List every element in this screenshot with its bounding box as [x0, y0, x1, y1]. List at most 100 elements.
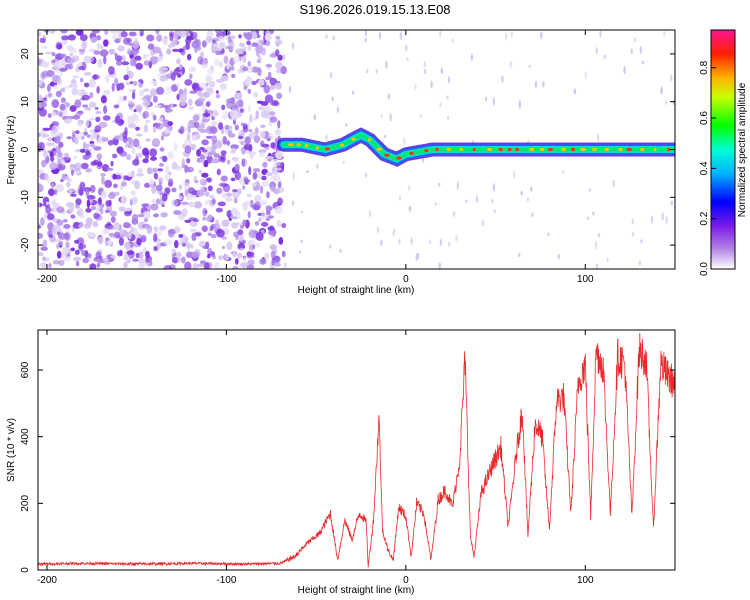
noise-blob: [265, 172, 273, 177]
noise-blob: [127, 115, 134, 125]
noise-blob: [60, 53, 67, 58]
noise-blob: [44, 257, 50, 262]
noise-blob: [249, 114, 253, 123]
noise-blob: [104, 179, 113, 188]
noise-blob: [166, 48, 172, 55]
colorbar-ticks: 0.0 0.2 0.4 0.6 0.8: [699, 60, 716, 276]
noise-blob: [38, 31, 42, 37]
top-x-tick-label: 100: [577, 274, 594, 285]
bottom-y-axis-label: SNR (10 * v/v): [6, 418, 17, 482]
noise-streak: [423, 61, 426, 68]
noise-blob: [161, 155, 168, 163]
noise-blob: [219, 83, 227, 91]
noise-blob: [191, 233, 197, 241]
noise-blob: [188, 98, 193, 106]
noise-blob: [123, 222, 132, 229]
noise-blob: [234, 163, 240, 171]
ridge-peak: [539, 147, 545, 152]
noise-blob: [86, 143, 90, 149]
noise-blob: [56, 243, 60, 250]
noise-streak: [288, 85, 292, 94]
noise-blob: [206, 30, 214, 38]
noise-blob: [184, 164, 189, 174]
noise-blob: [201, 63, 209, 69]
noise-blob: [132, 89, 136, 93]
noise-blob: [165, 104, 172, 114]
noise-blob: [240, 122, 245, 126]
noise-blob: [73, 222, 80, 226]
noise-blob: [143, 225, 152, 229]
noise-blob: [123, 95, 127, 101]
noise-blob: [127, 230, 132, 240]
noise-blob: [74, 239, 80, 244]
noise-blob: [145, 250, 150, 259]
noise-blob: [91, 205, 96, 211]
noise-blob: [52, 230, 58, 237]
noise-blob: [100, 173, 106, 177]
noise-blob: [239, 224, 245, 229]
noise-streak: [325, 34, 328, 39]
noise-blob: [61, 158, 66, 166]
noise-streak: [599, 30, 602, 38]
noise-blob: [64, 176, 70, 181]
noise-blob: [264, 94, 274, 103]
noise-blob: [177, 48, 184, 53]
noise-streak: [378, 31, 382, 40]
noise-blob: [68, 204, 75, 213]
noise-blob: [190, 244, 194, 249]
noise-blob: [201, 139, 209, 146]
noise-blob: [273, 262, 281, 267]
noise-blob: [118, 206, 126, 212]
noise-blob: [121, 181, 127, 187]
top-y-axis-label: Frequency (Hz): [6, 116, 17, 185]
noise-streak: [665, 100, 668, 105]
noise-blob: [145, 119, 151, 124]
noise-blob: [246, 251, 255, 257]
noise-blob: [118, 237, 124, 246]
noise-blob: [152, 95, 158, 103]
noise-streak: [501, 75, 504, 83]
noise-blob: [242, 66, 249, 72]
noise-blob: [78, 61, 83, 67]
noise-blob: [216, 187, 223, 195]
noise-blob: [201, 40, 207, 48]
noise-blob: [242, 256, 246, 263]
noise-streak: [641, 60, 644, 65]
noise-blob: [110, 216, 116, 223]
noise-blob: [276, 220, 282, 228]
noise-streak: [408, 185, 411, 191]
noise-blob: [163, 38, 168, 46]
noise-blob: [152, 167, 158, 173]
noise-blob: [132, 80, 137, 86]
noise-blob: [230, 207, 239, 216]
noise-blob: [274, 167, 282, 171]
noise-blob: [215, 30, 222, 34]
noise-blob: [173, 142, 179, 152]
noise-blob: [106, 221, 112, 226]
noise-blob: [145, 261, 152, 267]
noise-streak: [313, 114, 316, 120]
noise-blob: [55, 111, 64, 116]
noise-blob: [231, 147, 237, 154]
noise-blob: [42, 127, 51, 131]
noise-blob: [88, 48, 96, 53]
noise-streak: [670, 74, 673, 82]
noise-blob: [75, 67, 79, 73]
noise-blob: [126, 154, 132, 161]
noise-blob: [169, 32, 174, 42]
bottom-y-tick-label: 600: [20, 361, 31, 378]
noise-blob: [38, 94, 43, 100]
noise-blob: [242, 200, 252, 207]
noise-streak: [405, 44, 408, 52]
noise-blob: [209, 194, 215, 199]
noise-blob: [268, 230, 274, 235]
noise-blob: [79, 77, 84, 83]
noise-streak: [660, 86, 663, 95]
noise-blob: [130, 170, 135, 179]
noise-blob: [153, 56, 159, 64]
noise-blob: [176, 83, 181, 88]
noise-streak: [423, 68, 427, 75]
noise-streak: [414, 84, 417, 90]
noise-blob: [224, 254, 230, 261]
noise-blob: [84, 107, 92, 111]
